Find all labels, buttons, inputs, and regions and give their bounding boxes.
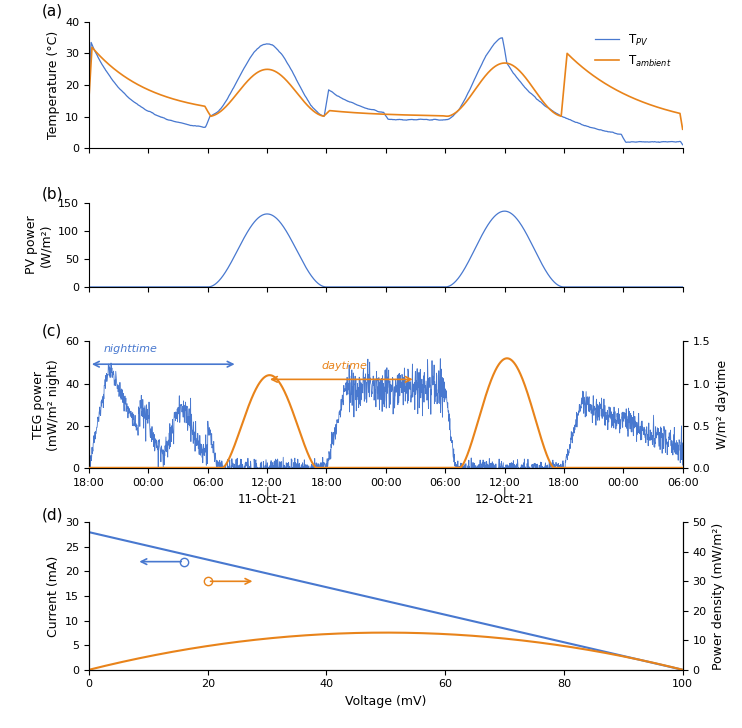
T$_{ambient}$ [661,106,670,114]
T$_{ambient}$ [358,108,367,117]
T$_{ambient}$ [552,110,561,119]
T$_{PV}$ [678,141,687,149]
Y-axis label: TEG power
(mW/m² night): TEG power (mW/m² night) [32,359,59,451]
Text: (c): (c) [42,323,62,338]
T$_{ambient}$ [88,43,96,52]
T$_{PV}$ [661,138,670,146]
T$_{PV}$ [373,107,382,116]
T$_{ambient}$ [373,110,382,119]
Line: T$_{ambient}$: T$_{ambient}$ [89,47,683,130]
Legend: T$_{PV}$, T$_{ambient}$: T$_{PV}$, T$_{ambient}$ [591,28,677,74]
T$_{ambient}$ [661,106,670,114]
T$_{ambient}$ [678,125,687,134]
Y-axis label: Power density (mW/m²): Power density (mW/m²) [712,523,725,670]
Text: |: | [266,487,269,497]
T$_{ambient}$ [115,68,124,77]
Text: (a): (a) [42,4,62,18]
Text: nighttime: nighttime [104,344,157,354]
T$_{ambient}$ [85,92,93,101]
X-axis label: Voltage (mV): Voltage (mV) [345,695,427,708]
T$_{PV}$ [552,109,561,118]
Y-axis label: PV power
(W/m²): PV power (W/m²) [24,215,53,274]
T$_{PV}$ [498,33,507,42]
Text: 11-Oct-21: 11-Oct-21 [237,493,297,506]
Y-axis label: W/m² daytime: W/m² daytime [715,360,729,449]
Y-axis label: Temperature (°C): Temperature (°C) [47,31,59,139]
T$_{PV}$ [661,138,670,146]
Text: (d): (d) [42,507,63,523]
T$_{PV}$ [115,84,124,92]
Text: |: | [503,487,506,497]
Text: daytime: daytime [321,361,367,371]
T$_{PV}$ [85,86,93,95]
T$_{PV}$ [358,103,367,111]
Line: T$_{PV}$: T$_{PV}$ [89,38,683,145]
Text: (b): (b) [42,186,63,202]
Text: 12-Oct-21: 12-Oct-21 [475,493,534,506]
Y-axis label: Current (mA): Current (mA) [47,555,59,637]
